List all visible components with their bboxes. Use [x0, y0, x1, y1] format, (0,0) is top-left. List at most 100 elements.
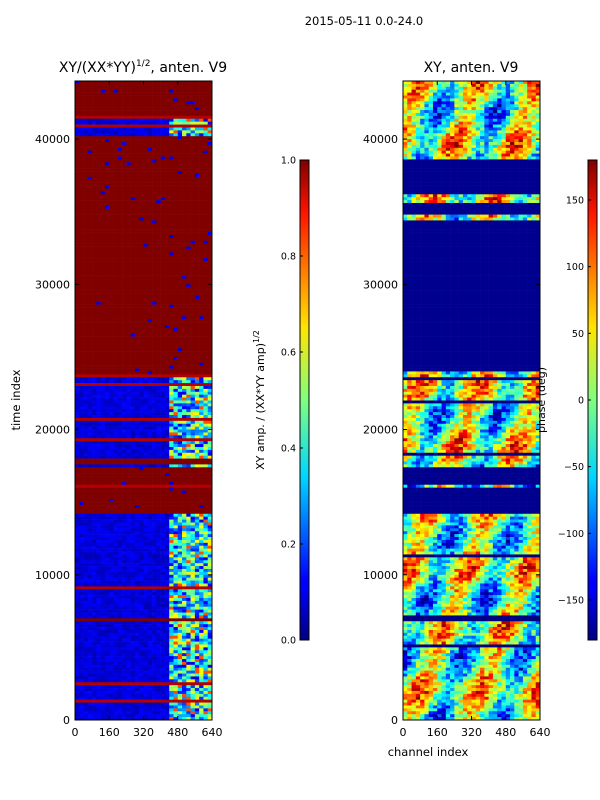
amp-cell [207, 188, 213, 192]
amp-cell [194, 275, 200, 279]
amp-cell [182, 293, 187, 297]
amp-cell [190, 200, 196, 204]
amp-cell [199, 249, 204, 253]
amp-cell [113, 426, 119, 430]
amp-cell [147, 176, 153, 181]
amp-cell [207, 324, 213, 329]
amp-cell [75, 476, 80, 480]
amp-cell [126, 478, 131, 483]
amp-cell [186, 266, 191, 271]
amp-cell [186, 351, 191, 355]
amp-cell [177, 307, 183, 311]
amp-cell [126, 519, 131, 523]
amp-cell [203, 150, 209, 154]
amp-cell [87, 249, 93, 253]
amp-cell [156, 406, 161, 410]
amp-cell [83, 185, 89, 189]
amp-cell [203, 435, 209, 439]
amp-cell [182, 290, 187, 294]
amp-cell [143, 502, 149, 506]
amp-cell [143, 423, 149, 427]
amp-cell [126, 449, 131, 454]
amp-cell [143, 487, 149, 491]
amp-cell [190, 310, 196, 314]
amp-cell [203, 208, 209, 212]
amp-cell [156, 272, 161, 276]
amp-cell [113, 182, 119, 186]
amp-cell [177, 202, 183, 207]
amp-cell [130, 197, 136, 201]
amp-cell [186, 316, 191, 320]
amp-cell [109, 304, 114, 308]
amp-cell [79, 118, 84, 122]
amp-cell [173, 92, 179, 96]
amp-cell [169, 217, 174, 221]
amp-cell [190, 348, 196, 352]
amp-cell [173, 185, 179, 189]
amp-cell [134, 470, 140, 474]
amp-cell [104, 159, 110, 163]
amp-cell [160, 127, 166, 131]
amp-cell [173, 365, 179, 369]
amp-cell [92, 107, 97, 111]
amp-cell [169, 121, 174, 125]
amp-cell [169, 202, 174, 207]
amp-cell [156, 403, 161, 407]
amp-cell [96, 464, 101, 468]
amp-cell [83, 432, 89, 436]
amp-cell [147, 165, 153, 169]
amp-cell [130, 121, 136, 125]
amp-cell [83, 496, 89, 500]
amp-cell [143, 441, 149, 445]
amp-cell [173, 208, 179, 212]
amp-cell [130, 214, 136, 218]
amp-cell [173, 359, 179, 364]
amp-cell [186, 371, 191, 375]
amp-cell [173, 487, 179, 491]
amp-cell [147, 293, 153, 297]
amp-cell [100, 330, 106, 334]
amp-cell [100, 115, 106, 120]
amp-cell [139, 394, 144, 398]
amp-cell [117, 156, 123, 160]
amp-cell [143, 139, 149, 143]
amp-cell [156, 237, 161, 242]
amp-cell [160, 484, 166, 488]
amp-cell [126, 130, 131, 134]
amp-cell [164, 435, 170, 439]
amp-cell [190, 185, 196, 189]
amp-cell [164, 278, 170, 282]
amp-cell [143, 467, 149, 471]
amp-cell [160, 298, 166, 303]
amp-cell [109, 455, 114, 459]
amp-cell [173, 275, 179, 279]
amp-cell [147, 162, 153, 166]
amp-cell [122, 269, 127, 273]
amp-cell [182, 423, 187, 427]
amp-cell [177, 333, 183, 337]
amp-cell [152, 159, 157, 163]
amp-cell [79, 354, 84, 358]
amp-cell [100, 319, 106, 323]
amp-cell [75, 127, 80, 131]
amp-cell [182, 121, 187, 125]
amp-cell [147, 150, 153, 154]
amp-cell [164, 249, 170, 253]
amp-cell [147, 377, 153, 381]
amp-cell [160, 98, 166, 102]
amp-cell [139, 412, 144, 416]
amp-cell [194, 194, 200, 198]
amp-cell [126, 112, 131, 117]
amp-cell [199, 171, 204, 175]
amp-cell [134, 356, 140, 361]
amp-cell [130, 324, 136, 329]
amp-cell [130, 83, 136, 88]
amp-cell [96, 324, 101, 329]
amp-cell [139, 505, 144, 509]
amp-cell [92, 423, 97, 427]
amp-cell [83, 226, 89, 230]
amp-cell [152, 342, 157, 346]
amp-cell [87, 263, 93, 268]
amp-cell [109, 168, 114, 172]
amp-cell [177, 505, 183, 509]
